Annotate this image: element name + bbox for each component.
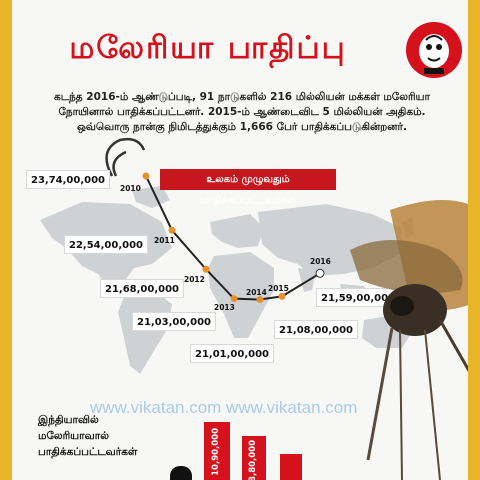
value-label-2010: 23,74,00,000 (26, 170, 111, 189)
year-label-2013: 2013 (214, 302, 235, 312)
india-affected-label: இந்தியாவில் மலேரியாவால் பாதிக்கப்பட்டவர்… (38, 412, 168, 460)
watermark-text: www.vikatan.com www.vikatan.com (90, 398, 358, 417)
poster-title: மலேரியா பாதிப்பு (18, 30, 398, 80)
cartoon-mascot-logo (406, 22, 462, 78)
decorative-shape (170, 466, 192, 480)
india-bar-2-label: 8,80,000 (248, 440, 258, 480)
mosquito-graphic (350, 200, 468, 480)
title-text: மலேரியா பாதிப்பு (69, 30, 347, 66)
intro-line-1: கடந்த 2016-ம் ஆண்டுப்படி, 91 நாடுகளில் 2… (53, 91, 431, 103)
india-bar-1: 10,90,000 (204, 422, 230, 480)
year-label-2011: 2011 (154, 236, 175, 246)
year-label-2016: 2016 (310, 257, 331, 267)
infographic-poster: மலேரியா பாதிப்பு கடந்த 2016-ம் ஆண்டுப்பட… (12, 0, 468, 480)
intro-line-3: ஒவ்வொரு நான்கு நிமிடத்துக்கும் 1,666 பேர… (77, 121, 407, 133)
intro-paragraph: கடந்த 2016-ம் ஆண்டுப்படி, 91 நாடுகளில் 2… (42, 90, 442, 135)
world-affected-label: உலகம் முழுவதும் பாதிக்கப்பட்டவர்கள் (160, 169, 336, 206)
year-label-2012: 2012 (184, 275, 205, 285)
india-bar-3 (280, 454, 302, 480)
india-label-line-3: பாதிக்கப்பட்டவர்கள் (38, 446, 138, 458)
data-point-2016 (315, 268, 325, 278)
value-label-2015: 21,08,00,000 (274, 320, 359, 339)
data-point-2015 (278, 292, 286, 300)
value-label-2011: 22,54,00,000 (64, 235, 149, 254)
data-point-2014 (256, 296, 264, 304)
stethoscope-graphic (105, 137, 146, 177)
data-point-2012 (202, 265, 210, 273)
data-point-2011 (168, 226, 176, 234)
data-point-2010 (142, 172, 150, 180)
india-label-line-2: மலேரியாவால் (38, 430, 109, 442)
india-bar-1-label: 10,90,000 (211, 428, 221, 476)
year-label-2014: 2014 (246, 287, 267, 297)
india-bar-2: 8,80,000 (242, 436, 266, 480)
year-label-2010: 2010 (120, 184, 141, 193)
india-label-line-1: இந்தியாவில் (38, 414, 99, 426)
value-label-2014: 21,01,00,000 (190, 344, 275, 363)
value-label-2016: 21,59,00,000 (316, 288, 401, 307)
line-chart (105, 137, 325, 304)
value-label-2013: 21,03,00,000 (132, 312, 217, 331)
intro-line-2: நோயினால் பாதிக்கப்பட்டனர். 2015-ம் ஆண்டை… (58, 106, 426, 118)
year-label-2015: 2015 (268, 284, 289, 294)
value-label-2012: 21,68,00,000 (100, 279, 185, 298)
data-point-2013 (230, 295, 238, 303)
